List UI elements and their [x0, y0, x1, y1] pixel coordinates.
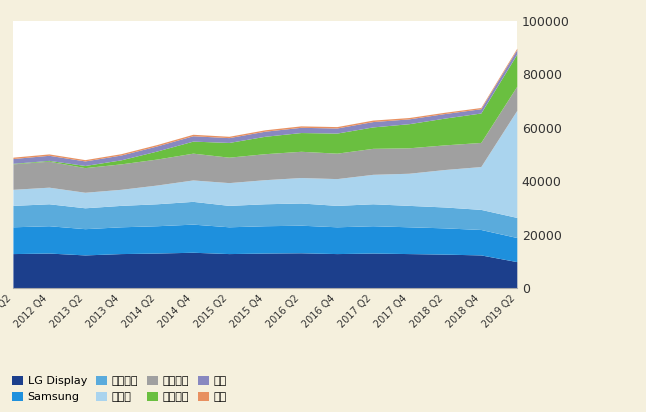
Legend: LG Display, Samsung, 群创光电, 京东方, 友达光电, 华星光电, 夏普, 松下: LG Display, Samsung, 群创光电, 京东方, 友达光电, 华星… [12, 376, 227, 403]
